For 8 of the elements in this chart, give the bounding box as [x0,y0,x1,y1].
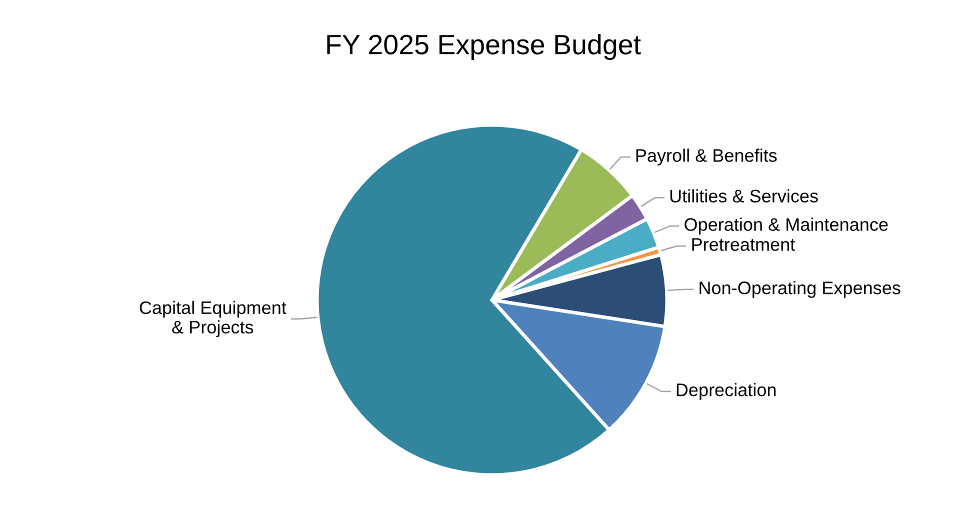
slice-label: Payroll & Benefits [636,148,777,166]
slice-label: Non-Operating Expenses [700,281,900,298]
chart-title: FY 2025 Expense Budget [327,34,641,60]
slice-label: Operation & Maintenance [684,218,888,234]
slice-label: Depreciation [676,383,776,400]
slice-label: Pretreatment [692,238,796,251]
slice-label: Capital Equipment & Projects [140,300,286,338]
slice-label: Utilities & Services [670,189,818,202]
